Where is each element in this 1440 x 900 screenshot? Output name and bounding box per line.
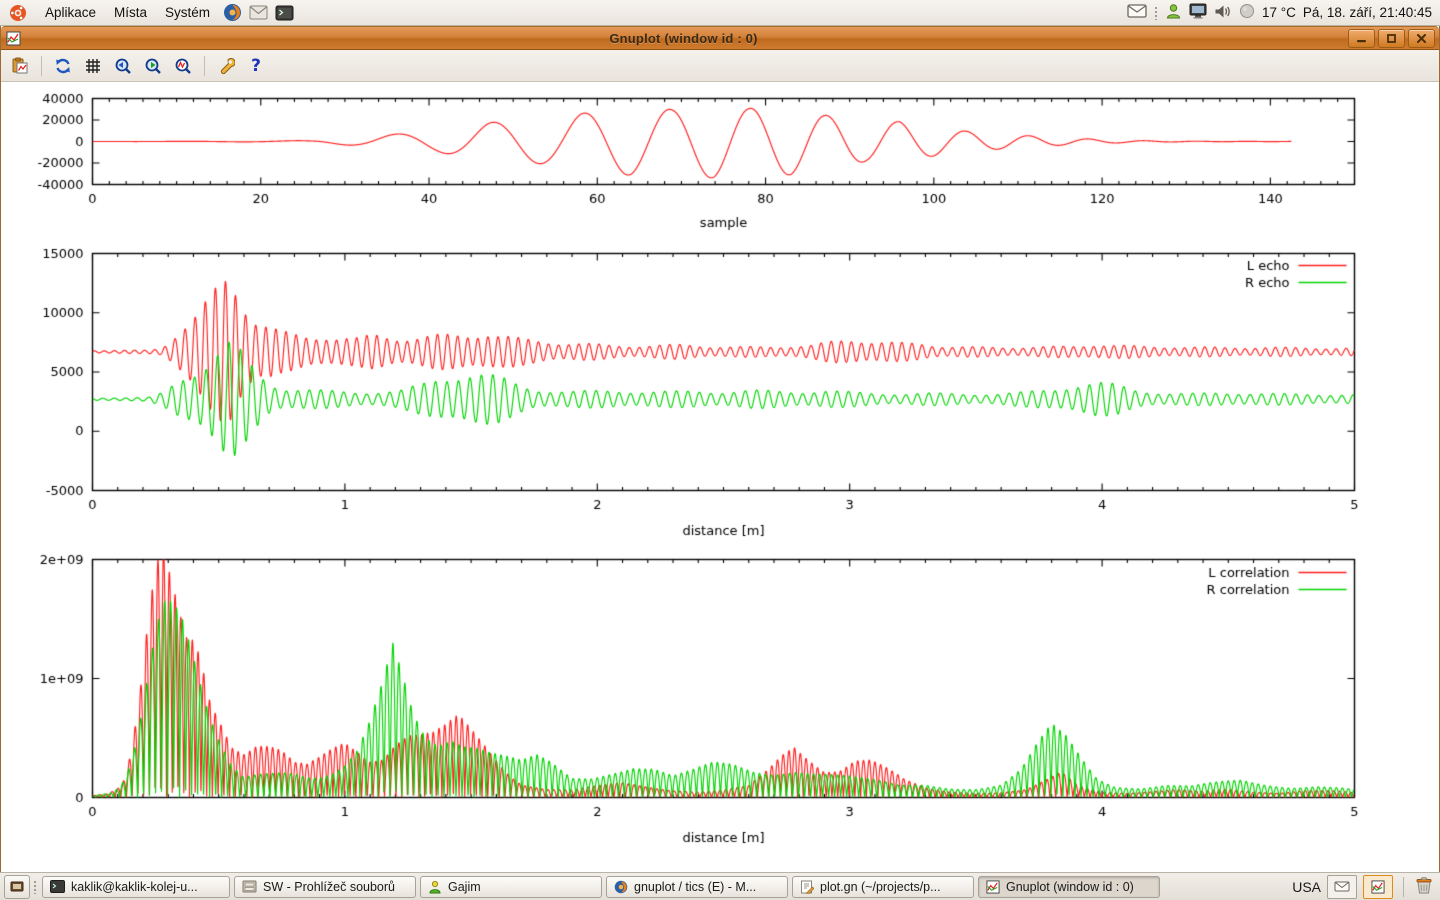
replot-button[interactable] <box>50 54 76 78</box>
volume-icon[interactable] <box>1214 4 1232 22</box>
titlebar[interactable]: Gnuplot (window id : 0) <box>1 26 1439 50</box>
taskbar: kaklik@kaklik-kolej-u... SW - Prohlížeč … <box>0 872 1440 900</box>
temperature-label: 17 °C <box>1261 5 1296 20</box>
menu-places-label: Místa <box>114 5 148 20</box>
close-button[interactable] <box>1408 28 1435 48</box>
top-panel: Aplikace Místa Systém <box>0 0 1440 26</box>
window-title: Gnuplot (window id : 0) <box>609 30 758 46</box>
copy-to-clipboard-button[interactable] <box>7 54 33 78</box>
task-label: Gnuplot (window id : 0) <box>1006 879 1134 894</box>
show-desktop-button[interactable] <box>4 874 30 899</box>
display-icon[interactable] <box>1189 3 1207 22</box>
gajim-icon <box>429 880 441 893</box>
task-label: kaklik@kaklik-kolej-u... <box>71 879 198 894</box>
toolbar-separator <box>41 55 42 76</box>
gnuplot-icon <box>986 879 1000 894</box>
toggle-grid-button[interactable] <box>80 54 106 78</box>
tray-separator <box>1403 876 1404 897</box>
firefox-launcher-icon[interactable] <box>219 0 245 25</box>
keyboard-layout-indicator[interactable]: USA <box>1292 878 1321 895</box>
panel-menus: Aplikace Místa Systém <box>0 0 297 25</box>
tray-mail-button[interactable] <box>1327 874 1357 899</box>
tray-gnuplot-button[interactable] <box>1363 874 1393 899</box>
task-label: Gajim <box>448 879 481 894</box>
maximize-button[interactable] <box>1378 28 1405 48</box>
terminal-launcher-icon[interactable] <box>271 0 297 25</box>
task-label: gnuplot / tics (E) - M... <box>634 879 757 894</box>
help-button[interactable]: ? <box>243 54 269 78</box>
task-button-gnuplot[interactable]: Gnuplot (window id : 0) <box>978 875 1160 898</box>
zoom-previous-icon <box>115 58 131 74</box>
menu-system[interactable]: Systém <box>156 0 219 25</box>
menu-places[interactable]: Místa <box>105 0 156 25</box>
wrench-icon <box>220 57 235 74</box>
user-switcher-icon[interactable] <box>1165 3 1182 23</box>
tray-grip <box>1153 5 1158 20</box>
menu-applications[interactable]: Aplikace <box>36 0 105 25</box>
toolbar-separator <box>204 55 205 76</box>
taskbar-tray: USA <box>1292 874 1436 899</box>
text-editor-icon <box>801 880 814 894</box>
firefox-icon <box>614 880 628 893</box>
next-zoom-button[interactable] <box>140 54 166 78</box>
task-label: SW - Prohlížeč souborů <box>263 879 395 894</box>
menu-applications-label: Aplikace <box>45 5 97 20</box>
ubuntu-logo-icon[interactable] <box>0 0 36 25</box>
task-button-firefox[interactable]: gnuplot / tics (E) - M... <box>606 875 788 898</box>
ubuntu-logo-glyph <box>10 4 26 21</box>
mail-notifier-icon[interactable] <box>1127 4 1147 21</box>
clipboard-icon <box>12 57 28 73</box>
refresh-icon <box>56 58 70 73</box>
task-button-terminal[interactable]: kaklik@kaklik-kolej-u... <box>42 875 230 898</box>
plots-canvas <box>1 82 1439 872</box>
previous-zoom-button[interactable] <box>110 54 136 78</box>
mail-launcher-icon[interactable] <box>245 0 271 25</box>
zoom-next-icon <box>145 58 161 74</box>
autoscale-button[interactable] <box>170 54 196 78</box>
file-manager-icon <box>242 880 257 893</box>
trash-applet-button[interactable] <box>1414 875 1436 898</box>
task-button-editor[interactable]: plot.gn (~/projects/p... <box>792 875 974 898</box>
toolbar: ? <box>1 50 1439 82</box>
task-button-file-manager[interactable]: SW - Prohlížeč souborů <box>234 875 416 898</box>
terminal-icon <box>50 880 65 893</box>
window-menu-icon[interactable] <box>5 30 22 47</box>
plot-area <box>1 82 1439 872</box>
menu-system-label: Systém <box>165 5 211 20</box>
task-label: plot.gn (~/projects/p... <box>820 879 941 894</box>
autoscale-icon <box>175 58 191 74</box>
help-icon: ? <box>251 55 261 76</box>
grid-icon <box>86 58 100 73</box>
taskbar-grip <box>33 879 37 894</box>
weather-icon[interactable] <box>1239 3 1255 22</box>
configure-button[interactable] <box>213 54 239 78</box>
panel-tray: 17 °C Pá, 18. září, 21:40:45 <box>1127 0 1440 25</box>
minimize-button[interactable] <box>1348 28 1375 48</box>
task-button-gajim[interactable]: Gajim <box>420 875 602 898</box>
gnuplot-window: Gnuplot (window id : 0) <box>0 26 1440 872</box>
clock-applet[interactable]: Pá, 18. září, 21:40:45 <box>1302 5 1432 20</box>
